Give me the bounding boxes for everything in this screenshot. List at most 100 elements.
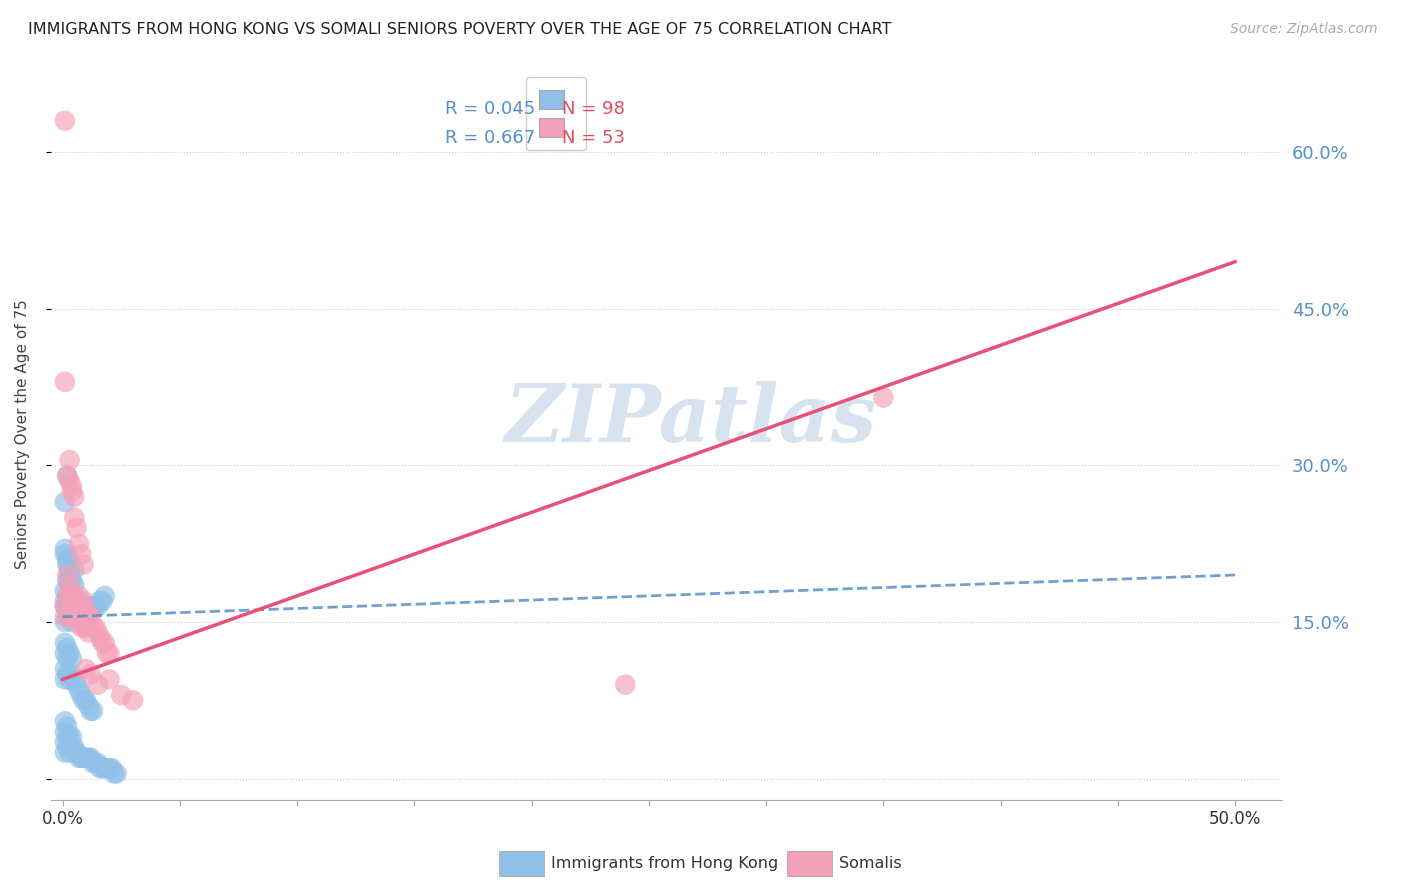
Point — [53, 662, 76, 676]
Point — [66, 521, 89, 535]
Point — [66, 746, 89, 760]
Point — [67, 594, 90, 608]
Point — [58, 453, 80, 467]
Point — [75, 750, 97, 764]
Point — [91, 761, 114, 775]
Point — [53, 609, 76, 624]
Point — [80, 667, 103, 681]
Point — [66, 599, 89, 614]
Point — [103, 766, 125, 780]
Point — [63, 673, 86, 687]
Point — [70, 599, 93, 614]
Point — [77, 599, 100, 614]
Point — [67, 609, 90, 624]
Text: N = 53: N = 53 — [562, 129, 624, 147]
Text: N = 98: N = 98 — [562, 100, 624, 118]
Point — [105, 766, 128, 780]
Point — [60, 730, 83, 744]
Point — [101, 761, 124, 775]
Point — [56, 719, 79, 733]
Point — [53, 375, 76, 389]
Point — [75, 599, 97, 614]
Point — [73, 620, 96, 634]
Point — [56, 589, 79, 603]
Point — [63, 490, 86, 504]
Point — [53, 646, 76, 660]
Point — [67, 594, 90, 608]
Point — [82, 599, 104, 614]
Point — [56, 609, 79, 624]
Point — [53, 599, 76, 614]
Point — [56, 605, 79, 619]
Point — [56, 552, 79, 566]
Point — [53, 746, 76, 760]
Point — [89, 761, 111, 775]
Point — [87, 625, 110, 640]
Point — [53, 714, 76, 729]
Point — [56, 568, 79, 582]
Point — [63, 605, 86, 619]
Point — [87, 756, 110, 770]
Point — [73, 693, 96, 707]
Point — [56, 667, 79, 681]
Point — [58, 589, 80, 603]
Point — [53, 594, 76, 608]
Point — [56, 589, 79, 603]
Point — [53, 541, 76, 556]
Point — [53, 636, 76, 650]
Point — [58, 599, 80, 614]
Point — [60, 609, 83, 624]
Point — [56, 740, 79, 755]
Point — [63, 740, 86, 755]
Point — [98, 646, 121, 660]
Y-axis label: Seniors Poverty Over the Age of 75: Seniors Poverty Over the Age of 75 — [15, 299, 30, 569]
Point — [110, 688, 132, 702]
Point — [60, 667, 83, 681]
Point — [53, 495, 76, 509]
Point — [77, 750, 100, 764]
Point — [75, 662, 97, 676]
Point — [87, 678, 110, 692]
Point — [53, 735, 76, 749]
Point — [94, 589, 117, 603]
Point — [67, 589, 90, 603]
Point — [73, 558, 96, 572]
Point — [70, 620, 93, 634]
Point — [56, 651, 79, 665]
Point — [87, 599, 110, 614]
Point — [91, 594, 114, 608]
Point — [60, 599, 83, 614]
Point — [63, 605, 86, 619]
Point — [60, 479, 83, 493]
Point — [63, 510, 86, 524]
Point — [84, 756, 107, 770]
Point — [53, 673, 76, 687]
Point — [56, 641, 79, 656]
Point — [60, 573, 83, 587]
Point — [60, 651, 83, 665]
Point — [80, 609, 103, 624]
Point — [75, 693, 97, 707]
Point — [58, 609, 80, 624]
Point — [66, 599, 89, 614]
Point — [73, 599, 96, 614]
Point — [58, 646, 80, 660]
Point — [84, 599, 107, 614]
Text: R = 0.045: R = 0.045 — [444, 100, 536, 118]
Point — [60, 484, 83, 499]
Point — [53, 547, 76, 561]
Point — [66, 609, 89, 624]
Point — [67, 536, 90, 550]
Point — [70, 547, 93, 561]
Point — [60, 609, 83, 624]
Text: ZIPatlas: ZIPatlas — [505, 381, 877, 458]
Point — [77, 698, 100, 713]
Text: R = 0.667: R = 0.667 — [444, 129, 536, 147]
Legend: , : , — [526, 77, 586, 151]
Point — [98, 761, 121, 775]
Point — [58, 578, 80, 592]
Point — [80, 750, 103, 764]
Point — [58, 609, 80, 624]
Point — [122, 693, 145, 707]
Point — [63, 578, 86, 592]
